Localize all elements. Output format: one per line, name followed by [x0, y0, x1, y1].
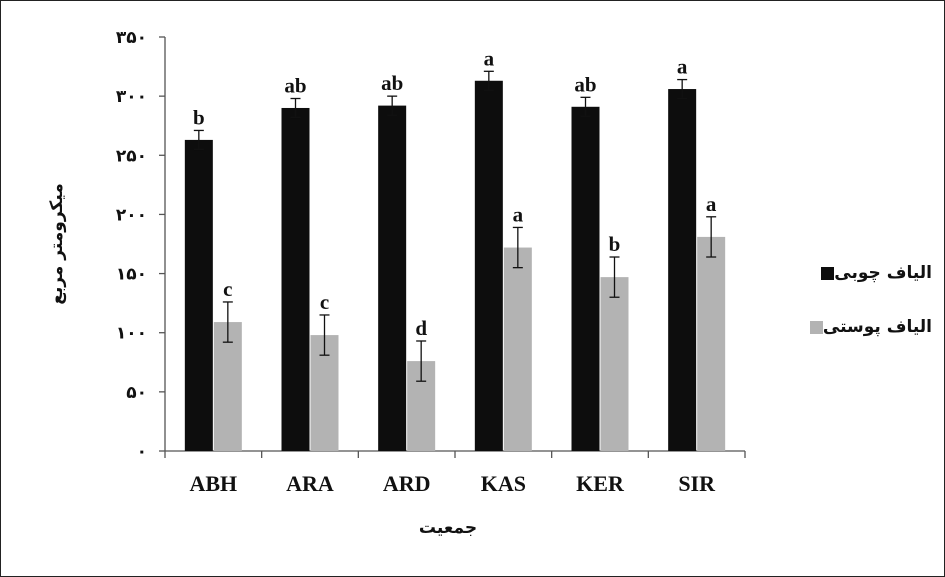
x-category-label: ARD — [383, 471, 431, 496]
significance-label: c — [320, 290, 329, 314]
bar-wood-fiber — [184, 139, 213, 451]
significance-label: b — [193, 105, 205, 129]
y-tick-label: ۱۵۰ — [116, 265, 147, 285]
x-axis-title: جمعیت — [419, 518, 477, 538]
bar-wood-fiber — [474, 80, 503, 451]
significance-label: c — [223, 277, 232, 301]
y-axis-title: میکرومتر مربع — [47, 183, 67, 305]
y-tick-label: ۲۰۰ — [116, 205, 147, 225]
y-tick-label: ۱۰۰ — [116, 324, 147, 344]
y-tick-label: ۵۰ — [126, 383, 147, 403]
significance-label: ab — [381, 71, 403, 95]
significance-label: ab — [574, 72, 596, 96]
x-category-label: SIR — [678, 471, 716, 496]
significance-label: a — [484, 46, 495, 70]
y-tick-label: ۳۵۰ — [116, 28, 147, 48]
significance-label: a — [706, 192, 717, 216]
legend: الیاف چوبی الیاف پوستی — [762, 258, 932, 366]
legend-item-bast-fiber: الیاف پوستی — [762, 312, 932, 342]
bar-bast-fiber — [213, 322, 242, 451]
y-tick-label: ۲۵۰ — [116, 146, 147, 166]
axes — [159, 36, 746, 458]
legend-swatch-wood-fiber — [821, 266, 835, 280]
significance-label: ab — [284, 74, 306, 98]
bar-wood-fiber — [281, 107, 310, 451]
significance-label: b — [609, 232, 621, 256]
legend-swatch-bast-fiber — [809, 320, 823, 334]
x-category-label: KAS — [481, 471, 526, 496]
significance-label: d — [415, 316, 427, 340]
y-tick-label: ۰ — [137, 442, 147, 462]
bar-bast-fiber — [503, 247, 532, 451]
bar-wood-fiber — [668, 89, 697, 451]
labels: ۰۵۰۱۰۰۱۵۰۲۰۰۲۵۰۳۰۰۳۵۰ABHbcARAabcARDabdKA… — [116, 28, 717, 496]
x-category-label: ABH — [189, 471, 237, 496]
y-tick-label: ۳۰۰ — [116, 87, 147, 107]
x-category-label: KER — [576, 471, 625, 496]
bar-bast-fiber — [600, 277, 629, 451]
bars — [184, 70, 726, 451]
legend-label-wood-fiber: الیاف چوبی — [834, 263, 932, 283]
bar-bast-fiber — [697, 236, 726, 451]
legend-item-wood-fiber: الیاف چوبی — [762, 258, 932, 288]
bar-wood-fiber — [571, 106, 600, 451]
legend-label-bast-fiber: الیاف پوستی — [822, 317, 932, 337]
bar-wood-fiber — [378, 105, 407, 451]
significance-label: a — [677, 55, 688, 79]
x-category-label: ARA — [286, 471, 334, 496]
significance-label: a — [513, 202, 524, 226]
